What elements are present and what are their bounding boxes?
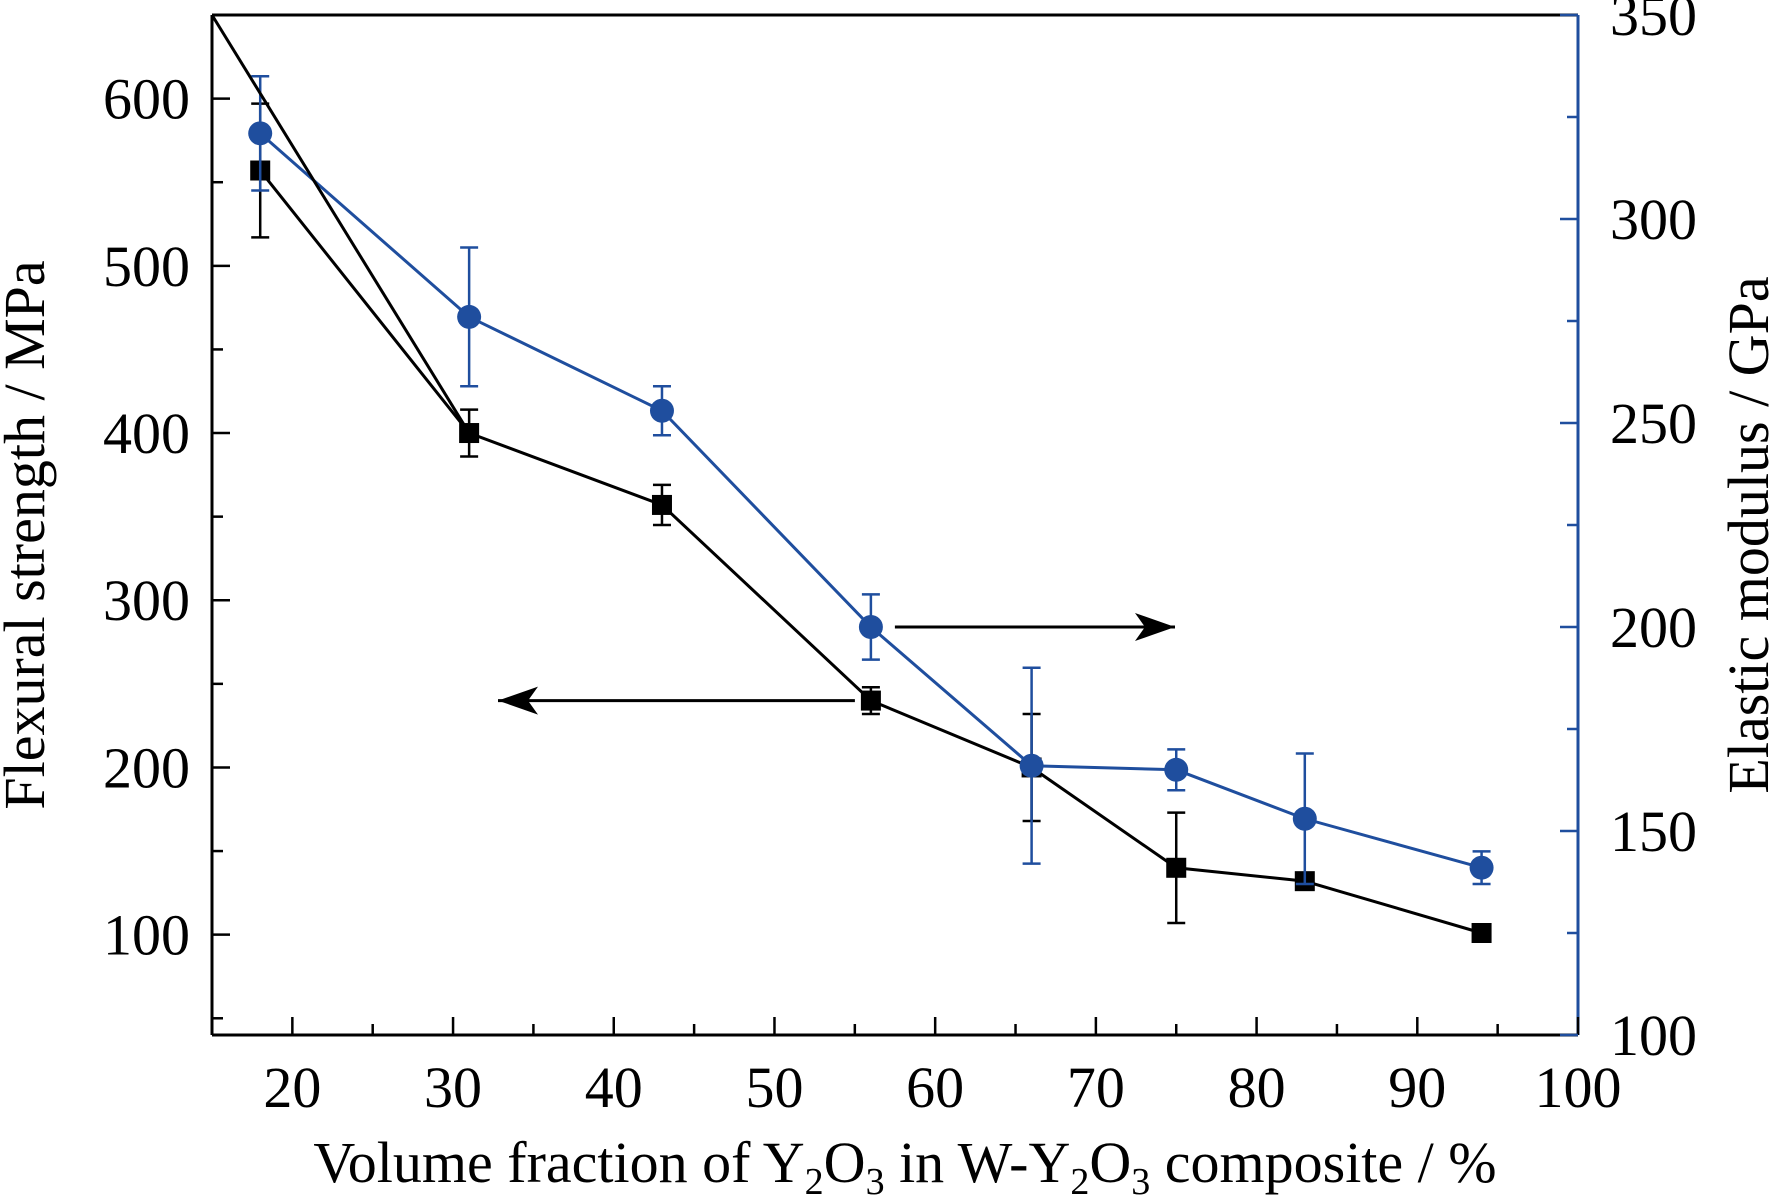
annotation-layer <box>210 14 1175 715</box>
x-tick-label: 60 <box>906 1055 964 1120</box>
y-right-tick-label: 200 <box>1610 595 1697 660</box>
data-point-circle <box>1292 806 1317 831</box>
series-left-line <box>259 169 1482 935</box>
data-point-circle <box>248 121 273 146</box>
y-left-tick-label: 500 <box>103 234 190 299</box>
x-tick-label: 90 <box>1388 1055 1446 1120</box>
data-point-circle <box>858 615 883 639</box>
left-arrow-head <box>498 686 538 715</box>
y-right-tick-label: 350 <box>1610 0 1697 48</box>
series-layer <box>248 74 1494 943</box>
data-point-square <box>1471 923 1492 943</box>
x-tick-label: 100 <box>1535 1055 1622 1120</box>
y-left-tick-label: 200 <box>103 735 190 800</box>
data-point-circle <box>1469 855 1494 880</box>
data-point-circle <box>649 398 674 423</box>
data-point-circle <box>1019 753 1044 778</box>
data-point-square <box>860 690 881 711</box>
series-right-line <box>259 132 1482 870</box>
data-point-square <box>651 494 672 515</box>
x-tick-label: 80 <box>1228 1055 1286 1120</box>
data-point-square <box>1166 857 1187 878</box>
data-point-circle <box>1164 757 1189 782</box>
corner-diagonal-line <box>210 14 471 434</box>
y-left-tick-label: 400 <box>103 401 190 466</box>
y-left-tick-label: 100 <box>103 903 190 968</box>
x-tick-label: 50 <box>745 1055 803 1120</box>
x-tick-label: 70 <box>1067 1055 1125 1120</box>
x-tick-label: 30 <box>424 1055 482 1120</box>
plot-frame-layer <box>210 13 1580 1037</box>
x-axis-label: Volume fraction of Y2O3 in W-Y2O3 compos… <box>313 1130 1496 1196</box>
data-point-circle <box>457 304 482 329</box>
y-axis-right-label: Elastic modulus / GPa <box>1716 276 1781 793</box>
y-left-tick-label: 600 <box>103 67 190 132</box>
y-right-tick-label: 250 <box>1610 391 1697 456</box>
x-tick-label: 40 <box>585 1055 643 1120</box>
right-arrow-head <box>1135 613 1175 641</box>
y-left-tick-label: 300 <box>103 568 190 633</box>
ticks-layer: 20 30 40 50 60 70 80 90 100100200300400500600100… <box>103 0 1697 1120</box>
x-tick-label: 20 <box>263 1055 321 1120</box>
y-axis-left-label: Flexural strength / MPa <box>0 260 57 809</box>
y-right-tick-label: 150 <box>1610 799 1697 864</box>
y-right-tick-label: 100 <box>1610 1003 1697 1068</box>
y-right-tick-label: 300 <box>1610 187 1697 252</box>
